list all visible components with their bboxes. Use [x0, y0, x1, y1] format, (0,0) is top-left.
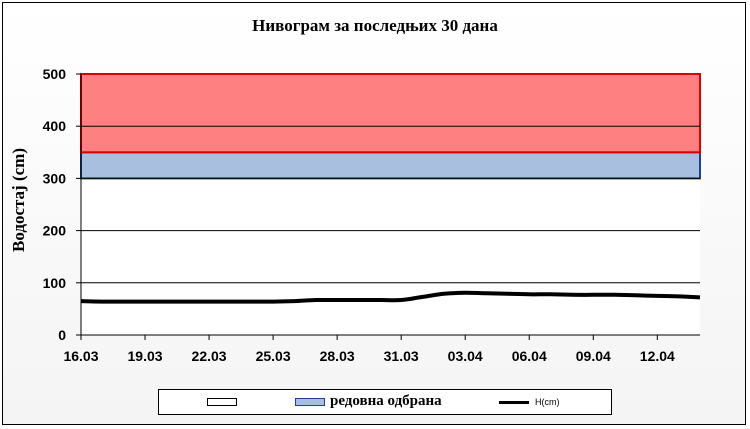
x-tick-label: 19.03 — [128, 348, 163, 364]
x-tick-labels: 16.03 19.03 22.03 25.03 28.03 31.03 03.04 06.04… — [63, 348, 675, 364]
y-tick-label: 200 — [43, 223, 67, 239]
legend-label-h: H(cm) — [535, 397, 560, 407]
legend-swatch-white — [207, 398, 237, 406]
x-tick-label: 28.03 — [320, 348, 355, 364]
x-tick-label: 31.03 — [384, 348, 419, 364]
series-line-h — [80, 290, 701, 304]
legend-label-regular-defense: редовна одбрана — [330, 393, 442, 409]
band-1 — [80, 73, 701, 154]
x-tick-label: 22.03 — [192, 348, 227, 364]
legend-swatch-regular-defense — [295, 398, 325, 406]
x-tick-label: 09.04 — [576, 348, 611, 364]
band-0 — [80, 151, 701, 180]
x-tick-label: 12.04 — [640, 348, 675, 364]
axes — [80, 74, 700, 340]
y-tick-labels: 0 100 200 300 400 500 — [43, 66, 67, 343]
y-tick-label: 300 — [43, 170, 67, 186]
chart-title: Нивограм за последњих 30 дана — [252, 16, 498, 35]
y-tick-label: 500 — [43, 66, 67, 82]
legend: редовна одбрана H(cm) — [158, 389, 612, 415]
gridlines — [76, 73, 700, 336]
y-tick-label: 0 — [58, 327, 66, 343]
threshold-bands — [80, 73, 701, 180]
x-tick-label: 06.04 — [512, 348, 547, 364]
y-axis-label: Водостај (cm) — [9, 148, 28, 252]
y-tick-label: 100 — [43, 275, 67, 291]
x-tick-label: 16.03 — [63, 348, 98, 364]
series-lines — [80, 290, 701, 304]
y-tick-label: 400 — [43, 118, 67, 134]
x-tick-label: 03.04 — [448, 348, 483, 364]
legend-line-h — [499, 401, 529, 404]
x-tick-label: 25.03 — [256, 348, 291, 364]
